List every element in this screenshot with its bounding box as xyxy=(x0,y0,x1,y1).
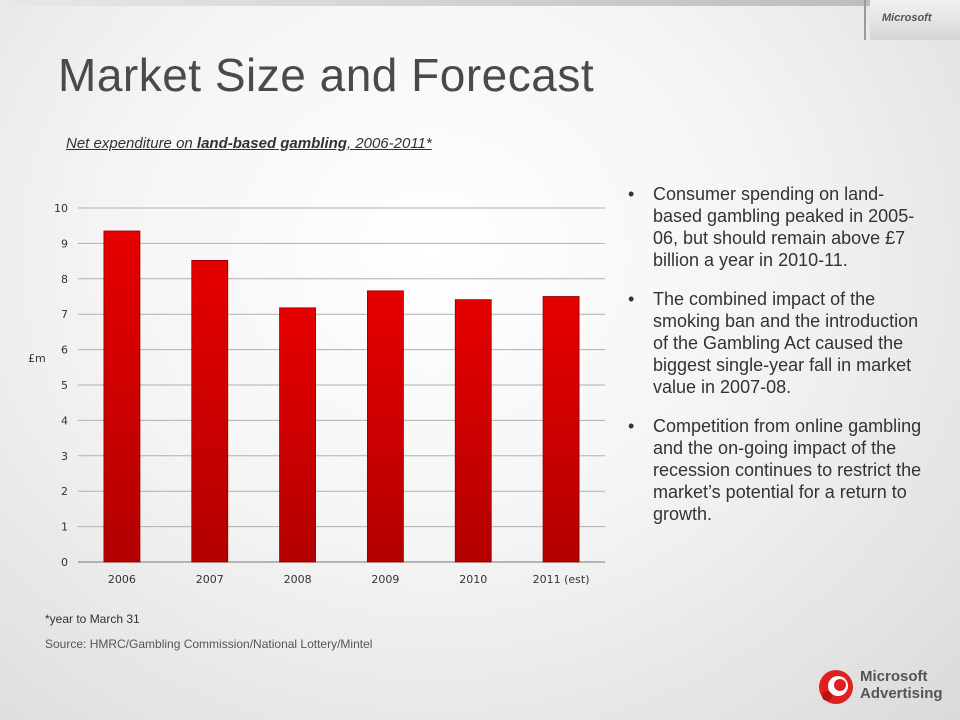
microsoft-advertising-wordmark: Microsoft Advertising xyxy=(860,668,943,702)
y-tick-label: 4 xyxy=(61,414,68,427)
bullet-item: Competition from online gambling and the… xyxy=(625,415,930,525)
y-tick-label: 9 xyxy=(61,237,68,250)
x-tick-label: 2011 (est) xyxy=(533,573,590,586)
y-axis-label: £m xyxy=(28,352,46,365)
bar-2008 xyxy=(279,307,316,563)
y-tick-label: 10 xyxy=(54,202,68,215)
x-axis-ticks: 2006 2007 2008 2009 2010 2011 (est) xyxy=(108,573,590,586)
bar-2006 xyxy=(103,230,141,563)
y-tick-label: 3 xyxy=(61,450,68,463)
bullet-item: The combined impact of the smoking ban a… xyxy=(625,288,930,398)
header-logo-block xyxy=(864,0,960,40)
bar-2010 xyxy=(454,299,492,563)
microsoft-advertising-logo xyxy=(819,670,853,704)
x-tick-label: 2009 xyxy=(371,573,399,586)
bar-2007 xyxy=(191,259,229,563)
chart-subtitle: Net expenditure on land-based gambling, … xyxy=(66,135,432,152)
footnote: *year to March 31 xyxy=(45,612,140,626)
y-tick-label: 0 xyxy=(61,556,68,569)
y-tick-label: 1 xyxy=(61,521,68,534)
bullet-item: Consumer spending on land-based gambling… xyxy=(625,183,930,271)
chart-gridlines xyxy=(78,207,605,563)
y-tick-label: 8 xyxy=(61,273,68,286)
microsoft-logo: Microsoft xyxy=(882,12,932,24)
x-tick-label: 2008 xyxy=(284,573,312,586)
bar-2011-est- xyxy=(542,296,580,563)
subtitle-prefix: Net expenditure on xyxy=(66,135,197,152)
x-tick-label: 2007 xyxy=(196,573,224,586)
y-tick-label: 7 xyxy=(61,308,68,321)
bullet-list: Consumer spending on land-based gambling… xyxy=(625,183,930,542)
y-tick-label: 2 xyxy=(61,485,68,498)
subtitle-bold: land-based gambling xyxy=(196,135,347,152)
y-tick-label: 6 xyxy=(61,344,68,357)
bar-2009 xyxy=(367,290,404,563)
x-tick-label: 2006 xyxy=(108,573,136,586)
source-note: Source: HMRC/Gambling Commission/Nationa… xyxy=(45,637,373,651)
chart-bars xyxy=(103,230,580,563)
subtitle-suffix: , 2006-2011* xyxy=(346,135,432,152)
y-axis-ticks: 0 1 2 3 4 5 6 7 8 9 10 xyxy=(54,202,68,569)
advertising-swirl-icon xyxy=(819,670,853,704)
x-tick-label: 2010 xyxy=(459,573,487,586)
slide-title: Market Size and Forecast xyxy=(58,49,595,101)
wordmark-line1: Microsoft xyxy=(860,668,928,685)
wordmark-line2: Advertising xyxy=(860,685,943,702)
top-decorative-strip xyxy=(0,0,870,6)
y-tick-label: 5 xyxy=(61,379,68,392)
